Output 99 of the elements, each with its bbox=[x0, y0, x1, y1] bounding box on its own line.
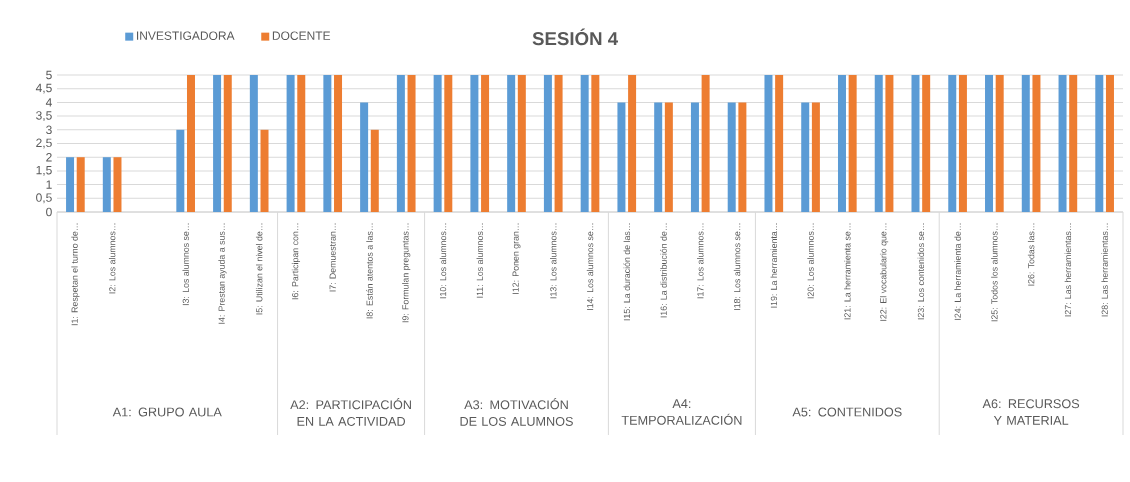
bar bbox=[370, 129, 379, 212]
legend-label: DOCENTE bbox=[272, 31, 331, 40]
bar bbox=[874, 75, 883, 212]
legend-label: INVESTIGADORA bbox=[137, 31, 235, 40]
bar bbox=[360, 102, 369, 212]
text: A2: PARTICIPACIÓN EN LA ACTIVIDAD bbox=[290, 398, 411, 426]
bar bbox=[911, 75, 920, 212]
bar bbox=[654, 102, 663, 212]
bar bbox=[334, 75, 343, 212]
y-tick-label: 2,5 bbox=[36, 138, 52, 149]
bar bbox=[885, 75, 894, 212]
x-tick-label: I18: Los alumnos se… bbox=[733, 223, 741, 310]
bar bbox=[323, 75, 332, 212]
y-tick-label: 5 bbox=[46, 70, 52, 80]
bar bbox=[690, 102, 699, 212]
x-tick-label: I6: Participan con… bbox=[291, 223, 301, 300]
x-tick-label: I14: Los alumnos se… bbox=[586, 223, 594, 310]
text: A6: RECURSOS Y MATERIAL bbox=[982, 399, 1080, 425]
bar bbox=[1105, 75, 1114, 212]
x-tick-label: I19: La herramienta… bbox=[770, 223, 778, 308]
bar bbox=[801, 102, 810, 212]
bar bbox=[617, 102, 626, 212]
bar bbox=[407, 75, 416, 212]
x-tick-label: I5: Utilizan el nivel de… bbox=[255, 223, 263, 315]
x-tick-label: I26: Todas las… bbox=[1027, 223, 1035, 286]
bar bbox=[223, 75, 232, 212]
bar bbox=[701, 75, 710, 212]
bar bbox=[628, 75, 637, 212]
bar bbox=[481, 75, 490, 212]
text: A5: CONTENIDOS bbox=[792, 407, 902, 417]
y-tick-label: 1 bbox=[46, 180, 52, 189]
bar bbox=[517, 75, 526, 212]
x-tick-label: I2: Los alumnos… bbox=[108, 223, 116, 294]
bar bbox=[396, 75, 405, 212]
x-tick-label: I20: Los alumnos… bbox=[807, 223, 814, 299]
bar bbox=[76, 157, 85, 212]
x-tick-label: I3: Los alumnos se… bbox=[182, 223, 189, 306]
bar bbox=[249, 75, 258, 212]
bar bbox=[811, 102, 820, 212]
y-tick-label: 1,5 bbox=[36, 166, 52, 176]
bar bbox=[848, 75, 857, 212]
y-tick-label: 3 bbox=[46, 125, 52, 135]
x-tick-label: I22: El vocabulario que… bbox=[879, 223, 889, 321]
bar bbox=[507, 75, 516, 212]
y-tick-label: 0 bbox=[46, 207, 52, 217]
bar bbox=[948, 75, 957, 212]
x-tick-label: I27: Las herramientas… bbox=[1064, 223, 1072, 317]
x-tick-label: I23: Los contenidos se… bbox=[917, 223, 925, 320]
bar bbox=[995, 75, 1004, 212]
y-tick-label: 4 bbox=[45, 98, 52, 107]
bar bbox=[591, 75, 600, 212]
text: A3: MOTIVACIÓN DE LOS ALUMNOS bbox=[460, 398, 573, 426]
bar bbox=[764, 75, 773, 212]
bar bbox=[922, 75, 931, 212]
bar bbox=[775, 75, 784, 212]
x-tick-label: I12: Ponen gran… bbox=[512, 223, 521, 294]
x-tick-label: I7: Demuestran… bbox=[329, 223, 336, 292]
x-tick-label: I10: Los alumnos… bbox=[439, 223, 447, 299]
y-tick-label: 0,5 bbox=[36, 193, 52, 204]
y-tick-label: 2 bbox=[46, 153, 52, 162]
bar bbox=[433, 75, 442, 212]
x-tick-label: I11: Los alumnos… bbox=[476, 223, 483, 298]
bar bbox=[113, 157, 122, 212]
bar bbox=[1058, 75, 1067, 212]
text: A4: TEMPORALIZACIÓN bbox=[621, 399, 742, 425]
bar bbox=[1069, 75, 1078, 212]
bar bbox=[664, 102, 673, 212]
x-tick-label: I24: La herramienta de… bbox=[954, 223, 961, 320]
bar bbox=[470, 75, 479, 212]
bar bbox=[102, 157, 111, 212]
x-tick-label: I16: La distribución de… bbox=[660, 223, 667, 318]
bar bbox=[837, 75, 846, 212]
bar bbox=[444, 75, 453, 212]
bar bbox=[554, 75, 563, 212]
x-tick-label: I8: Están atentos a las… bbox=[366, 223, 373, 319]
bar bbox=[1021, 75, 1030, 212]
y-tick-label: 3,5 bbox=[36, 111, 52, 122]
chart-title: SESIÓN 4 bbox=[532, 28, 619, 46]
bar bbox=[1095, 75, 1104, 212]
x-tick-label: I28: Las herramientas… bbox=[1101, 223, 1108, 317]
text: A1: GRUPO AULA bbox=[112, 407, 222, 417]
bar bbox=[213, 75, 222, 212]
bar bbox=[958, 75, 967, 212]
bar bbox=[738, 102, 747, 212]
bar bbox=[66, 157, 75, 212]
bar bbox=[985, 75, 994, 212]
x-tick-label: I1: Respetan el turno de… bbox=[71, 223, 80, 326]
bar bbox=[176, 129, 185, 212]
bar bbox=[286, 75, 295, 212]
bar bbox=[297, 75, 306, 212]
bar bbox=[186, 75, 195, 212]
y-tick-label: 4,5 bbox=[35, 83, 52, 94]
bar bbox=[727, 102, 736, 212]
bar bbox=[543, 75, 552, 212]
bar bbox=[580, 75, 589, 212]
x-tick-label: I15: La duración de las… bbox=[623, 223, 631, 321]
bar bbox=[1032, 75, 1041, 212]
x-tick-label: I4: Prestan ayuda a sus… bbox=[218, 223, 227, 324]
bar bbox=[260, 129, 269, 212]
